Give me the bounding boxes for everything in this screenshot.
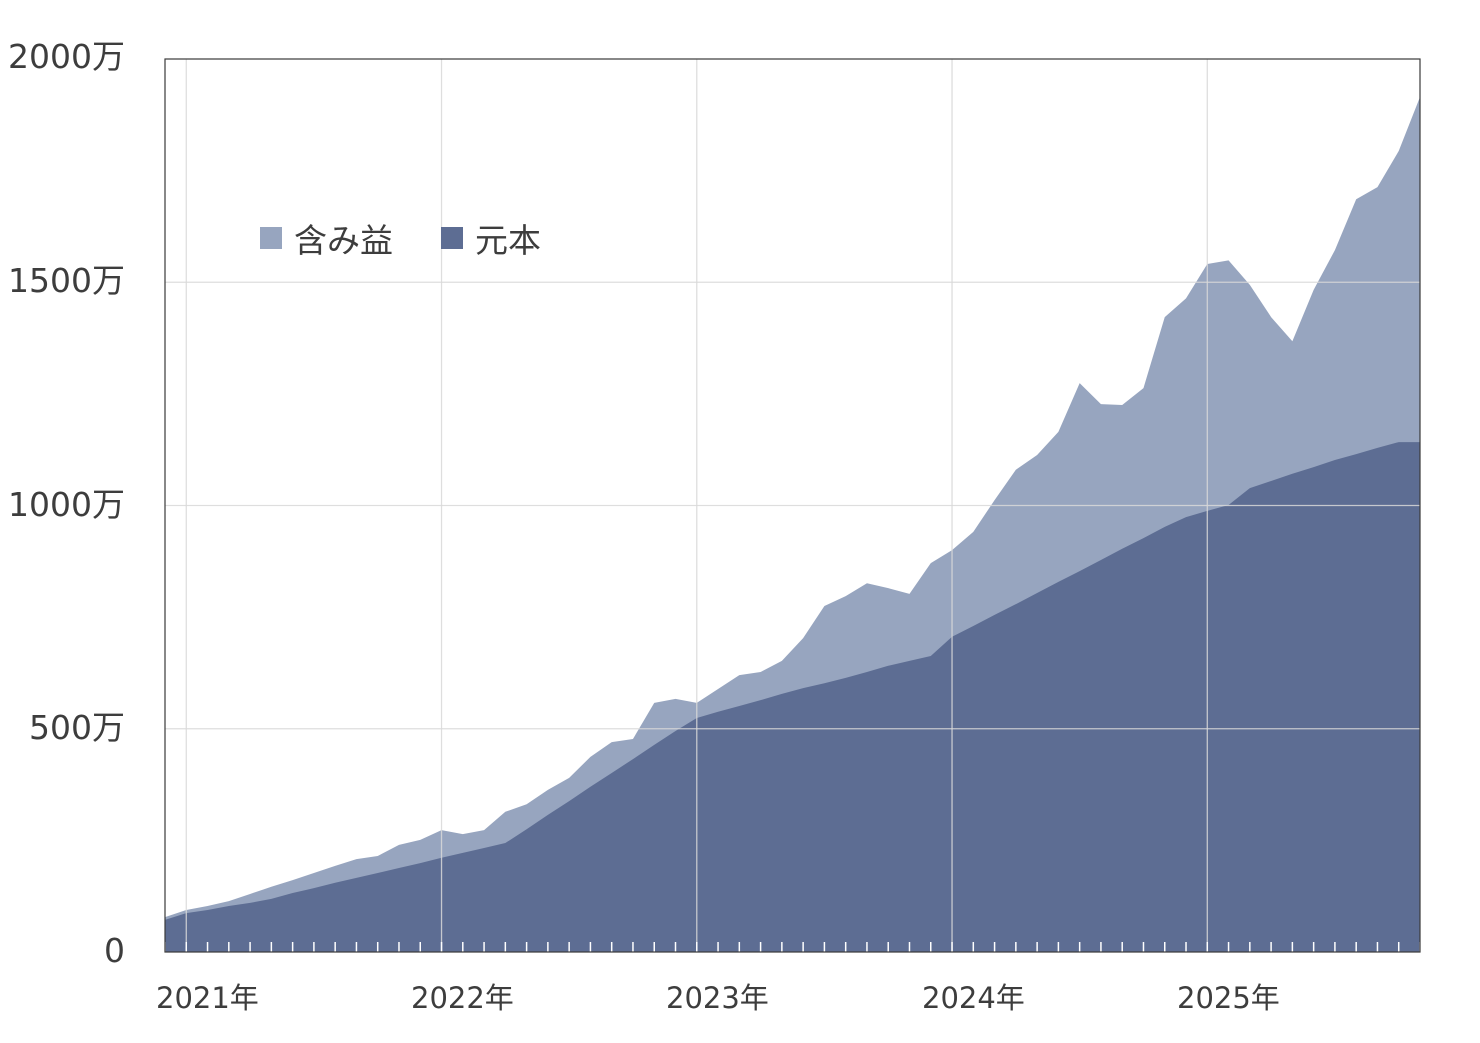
x-tick-label: 2022年 bbox=[411, 981, 514, 1015]
legend: 含み益 元本 bbox=[260, 214, 589, 262]
x-tick-label: 2023年 bbox=[666, 981, 769, 1015]
y-tick-label: 2000万 bbox=[8, 37, 125, 76]
x-tick-label: 2025年 bbox=[1177, 981, 1280, 1015]
y-tick-label: 500万 bbox=[29, 708, 125, 747]
area-principal bbox=[165, 442, 1420, 952]
legend-label: 含み益 bbox=[294, 221, 393, 260]
y-tick-label: 0 bbox=[104, 931, 125, 970]
legend-item-unrealized-gain: 含み益 bbox=[260, 214, 393, 262]
x-tick-label: 2024年 bbox=[922, 981, 1025, 1015]
legend-label: 元本 bbox=[475, 221, 541, 260]
y-tick-label: 1500万 bbox=[8, 261, 125, 300]
y-tick-label: 1000万 bbox=[8, 485, 125, 524]
legend-swatch-unrealized-gain bbox=[260, 227, 282, 249]
x-tick-label: 2021年 bbox=[156, 981, 259, 1015]
legend-swatch-principal bbox=[441, 227, 463, 249]
plot-frame bbox=[164, 58, 1421, 953]
legend-item-principal: 元本 bbox=[441, 214, 541, 262]
